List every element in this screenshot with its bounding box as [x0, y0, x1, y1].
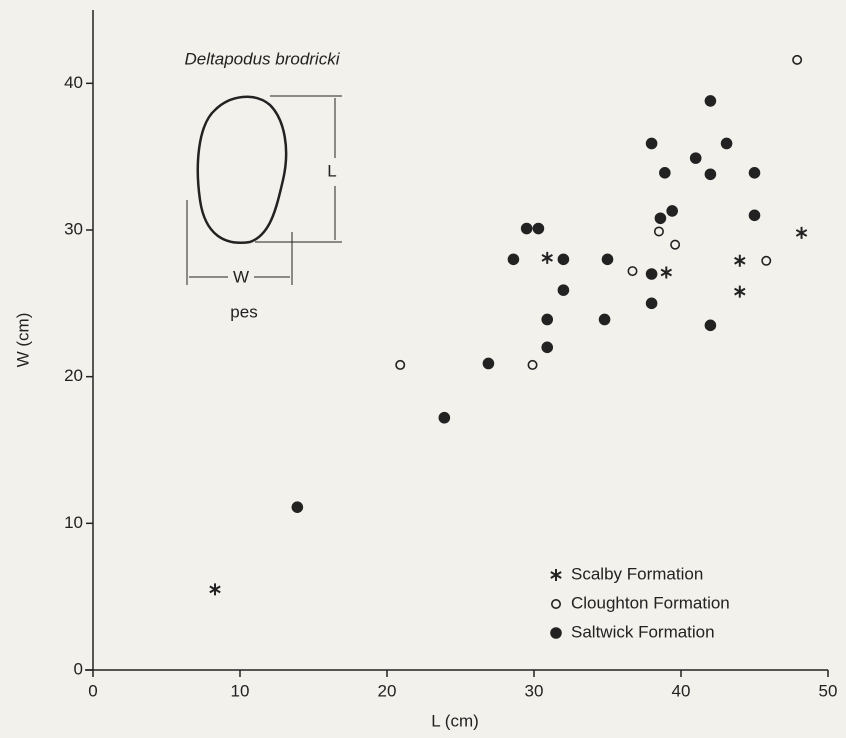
legend-label: Cloughton Formation [571, 593, 730, 612]
point [654, 212, 667, 225]
inset-label: W [233, 267, 249, 286]
x-tick-label: 30 [525, 681, 544, 700]
x-tick-label: 50 [819, 681, 838, 700]
point [689, 152, 702, 164]
point [660, 266, 672, 279]
point [792, 54, 803, 65]
point [653, 226, 664, 237]
point [520, 222, 533, 235]
x-tick-label: 0 [88, 681, 97, 700]
legend-label: Scalby Formation [571, 564, 703, 583]
point [395, 359, 406, 370]
point [557, 284, 570, 296]
y-tick-label: 40 [64, 73, 83, 92]
point [748, 209, 761, 222]
point [627, 266, 638, 277]
y-tick-label: 30 [64, 219, 83, 238]
point [704, 95, 717, 107]
y-tick-label: 20 [64, 366, 83, 385]
legend-label: Saltwick Formation [571, 622, 715, 641]
inset: Deltapodus brodricki L W pes [185, 49, 342, 321]
footprint [196, 95, 288, 244]
point [209, 583, 221, 596]
point [541, 341, 554, 354]
point [795, 226, 808, 239]
point [507, 253, 520, 266]
inset-label: pes [230, 302, 257, 321]
point [601, 253, 614, 266]
point [645, 137, 658, 150]
legend-marker [550, 569, 562, 581]
legend-marker [550, 598, 561, 609]
x-tick-label: 10 [231, 681, 250, 700]
point [645, 268, 658, 280]
point [532, 222, 545, 235]
point [659, 167, 671, 179]
point [541, 313, 554, 326]
point [541, 251, 553, 264]
x-tick-label: 20 [378, 681, 397, 700]
y-tick-label: 0 [74, 659, 83, 678]
point [557, 253, 570, 266]
point [527, 359, 538, 370]
point [748, 167, 761, 179]
point [670, 239, 681, 250]
point [761, 255, 772, 266]
x-axis-label: L (cm) [431, 711, 479, 730]
point [291, 501, 304, 514]
point [734, 254, 746, 267]
x-tick-label: 40 [672, 681, 691, 700]
legend-marker [550, 627, 562, 639]
inset-title: Deltapodus brodricki [185, 49, 341, 68]
point [645, 297, 658, 310]
point [704, 168, 717, 181]
point [438, 411, 451, 424]
point [704, 319, 717, 332]
y-tick-label: 10 [64, 513, 83, 532]
y-axis-label: W (cm) [13, 313, 32, 368]
inset-label: L [327, 161, 336, 180]
point [598, 313, 611, 326]
point [666, 205, 678, 217]
point [482, 357, 495, 370]
point [720, 137, 733, 150]
point [734, 285, 746, 298]
